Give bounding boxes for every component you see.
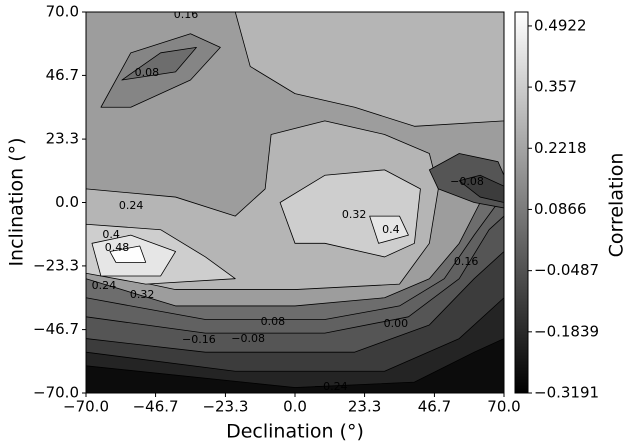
contour-label: 0.4 xyxy=(102,228,120,241)
colorbar-tick-label: 0.4922 xyxy=(534,16,587,34)
colorbar-tick-label: 0.2218 xyxy=(534,139,587,157)
plot-area: 0.160.080.240.40.480.320.4−0.080.160.240… xyxy=(86,8,504,393)
contour-label: 0.00 xyxy=(384,317,409,330)
contour-label: 0.32 xyxy=(130,288,155,301)
contour-label: 0.16 xyxy=(454,255,479,268)
colorbar-tick-label: −0.0487 xyxy=(534,261,599,279)
y-tick-label: −70.0 xyxy=(33,384,79,402)
contour-band xyxy=(86,251,504,393)
contour-label: 0.08 xyxy=(261,315,286,328)
x-tick-label: 0.0 xyxy=(283,398,307,416)
colorbar-tick-label: −0.1839 xyxy=(534,322,599,340)
contour-label: 0.24 xyxy=(92,279,117,292)
contour-label: 0.08 xyxy=(135,66,160,79)
contour-label: −0.16 xyxy=(182,333,216,346)
colorbar xyxy=(514,11,529,394)
contour-band xyxy=(109,245,147,263)
y-tick-label: −46.7 xyxy=(33,320,79,338)
contour-label: −0.08 xyxy=(450,175,484,188)
contour-label: 0.48 xyxy=(105,241,130,254)
contour-band xyxy=(369,215,409,244)
contour-band xyxy=(458,174,504,203)
x-tick-label: 46.7 xyxy=(418,398,451,416)
y-tick-label: −23.3 xyxy=(33,256,79,274)
contour-band xyxy=(234,12,504,127)
x-axis-label: Declination (°) xyxy=(226,421,364,443)
y-tick-label: 23.3 xyxy=(46,130,79,148)
contour-label: −0.08 xyxy=(231,332,265,345)
contour-band xyxy=(86,297,504,393)
colorbar-tick-label: −0.3191 xyxy=(534,384,599,402)
contour-label: 0.16 xyxy=(174,8,199,21)
y-axis-label: Inclination (°) xyxy=(6,137,28,266)
colorbar-tick-label: 0.0866 xyxy=(534,200,587,218)
x-tick-label: 70.0 xyxy=(487,398,520,416)
y-tick-label: 0.0 xyxy=(55,193,79,211)
x-tick-label: 23.3 xyxy=(348,398,381,416)
contour-band xyxy=(86,338,504,393)
y-tick-label: 46.7 xyxy=(46,66,79,84)
contour-label: 0.32 xyxy=(342,208,367,221)
colorbar-label: Correlation xyxy=(606,153,628,258)
contour-label: −0.24 xyxy=(314,380,348,393)
x-tick-label: −46.7 xyxy=(133,398,179,416)
colorbar-tick-label: 0.357 xyxy=(534,78,577,96)
y-tick-label: 70.0 xyxy=(46,3,79,21)
contour-label: 0.4 xyxy=(382,223,400,236)
x-tick-label: −70.0 xyxy=(63,398,109,416)
x-tick-label: −23.3 xyxy=(202,398,248,416)
contour-label: 0.24 xyxy=(119,199,144,212)
contour-band xyxy=(121,46,197,81)
